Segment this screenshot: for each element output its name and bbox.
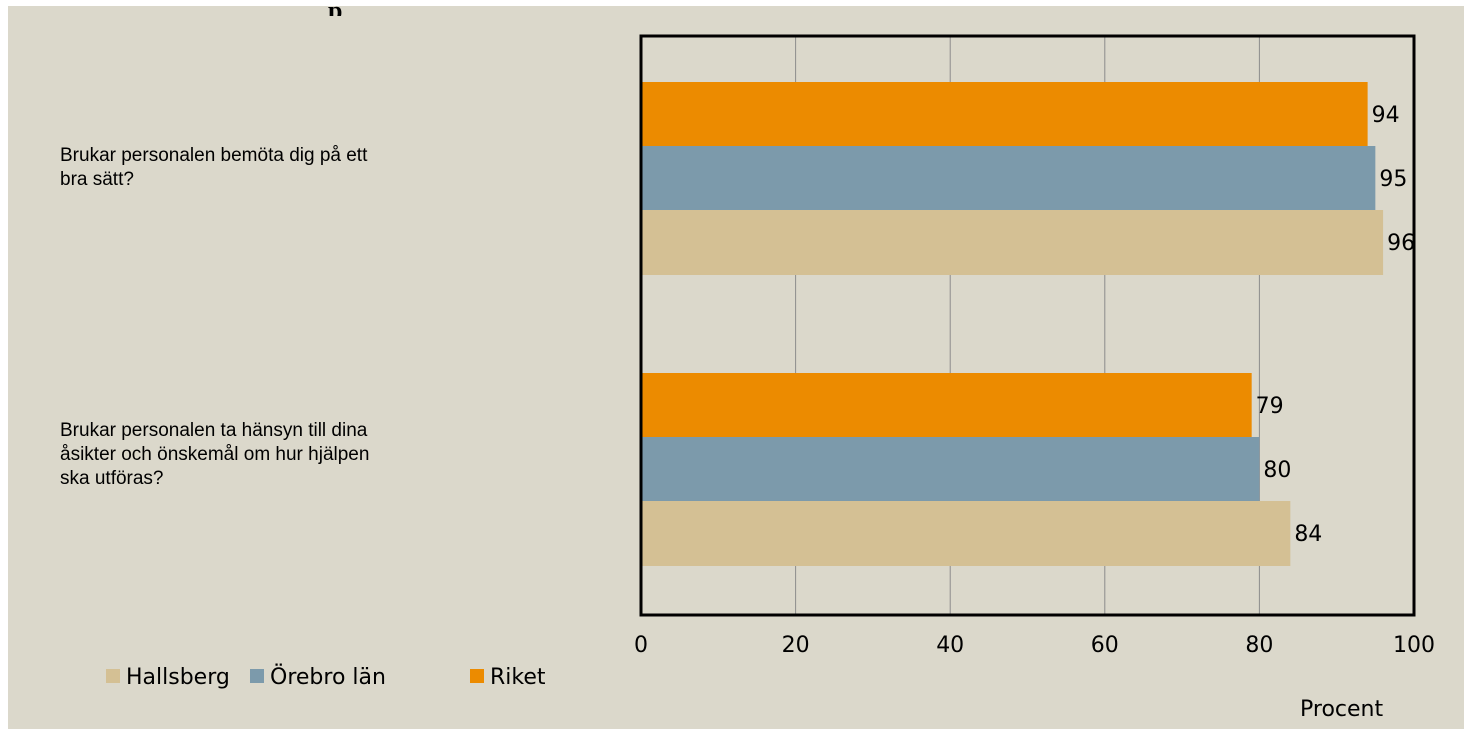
bar-hallsberg xyxy=(642,210,1384,275)
x-tick-label: 100 xyxy=(1393,633,1435,658)
x-tick-label: 60 xyxy=(1091,633,1119,658)
legend-label-riket: Riket xyxy=(490,665,546,690)
data-label: 79 xyxy=(1256,394,1284,419)
x-tick-label: 0 xyxy=(634,633,648,658)
x-axis-ticks: 0 20 40 60 80 100 xyxy=(634,633,1435,658)
bar-hallsberg xyxy=(642,501,1291,566)
data-label: 95 xyxy=(1379,167,1407,192)
chart-title-fragment: p xyxy=(328,6,368,16)
legend-swatch-orebro-l-n xyxy=(250,669,264,683)
data-label: 84 xyxy=(1294,522,1322,547)
x-tick-label: 40 xyxy=(936,633,964,658)
bar-riket xyxy=(642,373,1252,438)
bars xyxy=(642,82,1384,566)
bar-riket xyxy=(642,82,1368,147)
legend-swatch-riket xyxy=(470,669,484,683)
legend-label-orebro-l-n: Örebro län xyxy=(270,664,386,690)
bar-orebro-l-n xyxy=(642,146,1376,211)
data-labels: 94 79 95 80 96 84 xyxy=(1256,103,1415,547)
category-label: Brukar personalen bemöta dig på ett bra s… xyxy=(60,145,368,190)
bar-orebro-l-n xyxy=(642,437,1260,502)
x-tick-label: 20 xyxy=(782,633,810,658)
x-tick-label: 80 xyxy=(1245,633,1273,658)
data-label: 96 xyxy=(1387,231,1415,256)
legend-label-hallsberg: Hallsberg xyxy=(126,665,230,690)
data-label: 80 xyxy=(1263,458,1291,483)
category-label: Brukar personalen ta hänsyn till dina åsi… xyxy=(60,420,369,489)
legend: Hallsberg Örebro län Riket xyxy=(106,664,546,690)
legend-swatch-hallsberg xyxy=(106,669,120,683)
plot-frame xyxy=(639,34,1416,617)
category-labels: Brukar personalen bemöta dig på ett bra s… xyxy=(60,145,369,489)
x-axis-title: Procent xyxy=(1300,697,1383,722)
data-label: 94 xyxy=(1372,103,1400,128)
